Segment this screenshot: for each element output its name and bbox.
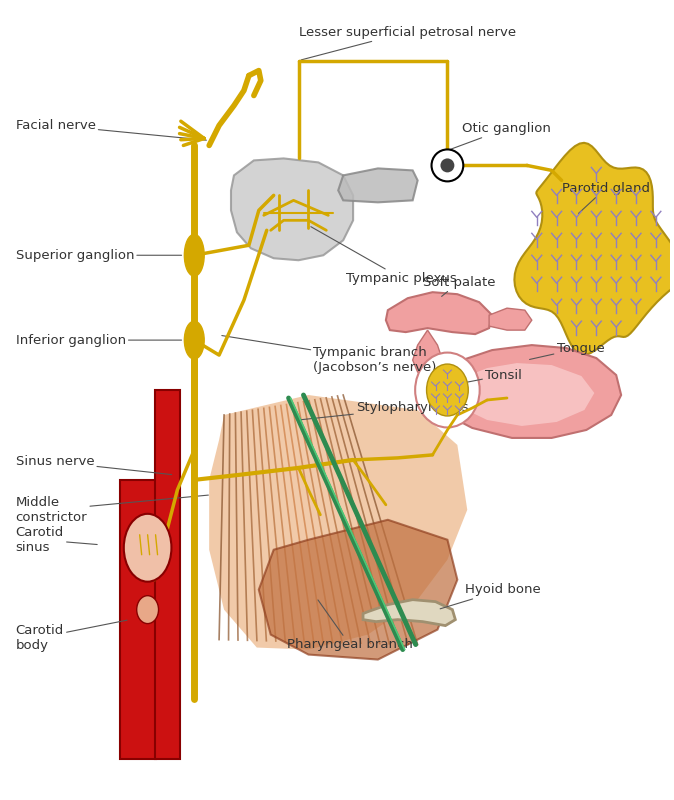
Polygon shape	[231, 158, 353, 260]
Text: Carotid
sinus: Carotid sinus	[16, 526, 97, 554]
Polygon shape	[489, 308, 532, 330]
Text: Tympanic plexus: Tympanic plexus	[311, 226, 457, 285]
Text: Lesser superficial petrosal nerve: Lesser superficial petrosal nerve	[299, 26, 516, 60]
Polygon shape	[120, 480, 156, 759]
Text: Carotid
body: Carotid body	[16, 620, 127, 651]
Text: Sinus nerve: Sinus nerve	[16, 455, 172, 474]
Text: Tongue: Tongue	[530, 342, 605, 359]
Polygon shape	[154, 390, 181, 759]
Ellipse shape	[137, 596, 158, 624]
Ellipse shape	[415, 353, 480, 427]
Text: Facial nerve: Facial nerve	[16, 119, 206, 140]
Text: Tympanic branch
(Jacobson’s nerve): Tympanic branch (Jacobson’s nerve)	[222, 335, 437, 374]
Ellipse shape	[185, 234, 204, 276]
Polygon shape	[363, 600, 456, 626]
Text: Stylopharyngeus: Stylopharyngeus	[301, 402, 468, 420]
Polygon shape	[514, 143, 674, 354]
Ellipse shape	[185, 321, 204, 359]
Text: Inferior ganglion: Inferior ganglion	[16, 334, 181, 346]
Text: Soft palate: Soft palate	[423, 276, 495, 297]
Text: Hyoid bone: Hyoid bone	[440, 583, 541, 609]
Text: Otic ganglion: Otic ganglion	[450, 122, 551, 150]
Polygon shape	[452, 363, 594, 426]
Circle shape	[441, 158, 454, 172]
Polygon shape	[412, 330, 442, 375]
Text: Tonsil: Tonsil	[455, 369, 522, 385]
Polygon shape	[386, 292, 492, 334]
Polygon shape	[433, 345, 621, 438]
Polygon shape	[338, 169, 418, 202]
Text: Superior ganglion: Superior ganglion	[16, 249, 181, 262]
Polygon shape	[259, 520, 458, 659]
Polygon shape	[209, 395, 467, 650]
Text: Parotid gland: Parotid gland	[561, 182, 650, 214]
Ellipse shape	[427, 364, 468, 416]
Ellipse shape	[124, 514, 171, 582]
Text: Middle
constrictor: Middle constrictor	[16, 495, 208, 524]
Text: Pharyngeal branch: Pharyngeal branch	[286, 600, 412, 651]
Circle shape	[431, 150, 463, 182]
